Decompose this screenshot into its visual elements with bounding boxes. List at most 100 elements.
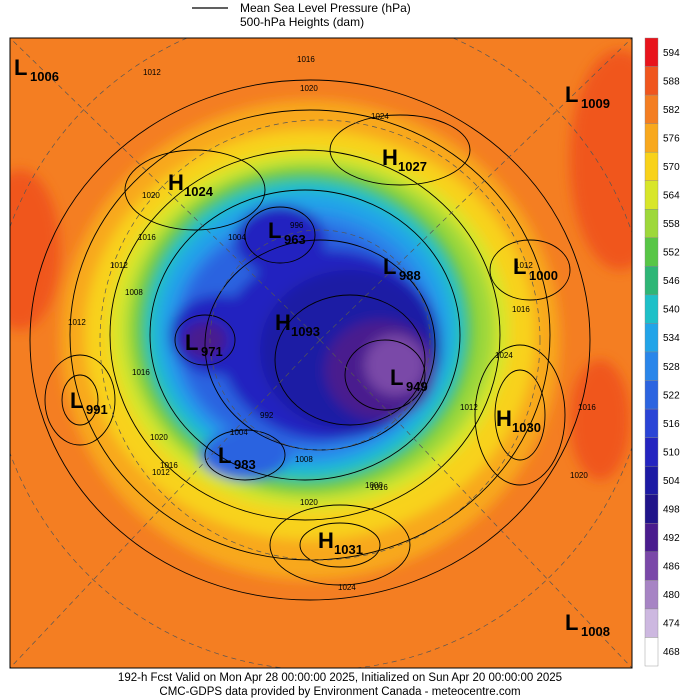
center-letter: H — [275, 310, 291, 335]
center-letter: L — [14, 55, 27, 80]
contour-label: 1012 — [143, 68, 161, 77]
center-letter: L — [390, 365, 403, 390]
center-letter: H — [318, 528, 334, 553]
legend-heights: 500-hPa Heights (dam) — [240, 15, 364, 29]
colorbar-label: 558 — [663, 219, 680, 230]
pressure-contours — [29, 79, 591, 601]
center-letter: L — [513, 254, 526, 279]
colorbar-label: 546 — [663, 276, 680, 287]
latitude-circles — [10, 38, 632, 668]
contour-label: 1020 — [150, 433, 168, 442]
center-letter: L — [218, 443, 231, 468]
contour-label: 1000 — [365, 481, 383, 490]
colorbar-swatch — [644, 209, 659, 239]
contour-label: 1016 — [512, 305, 530, 314]
colorbar-label: 474 — [663, 619, 680, 630]
map-frame — [9, 37, 633, 669]
contour-label: 1016 — [578, 403, 596, 412]
center-letter: H — [382, 145, 398, 170]
contour-label: 1012 — [515, 261, 533, 270]
colorbar-label: 540 — [663, 305, 680, 316]
colorbar-swatch — [644, 523, 659, 553]
colorbar-swatch — [644, 66, 659, 96]
colorbar-swatch — [644, 580, 659, 610]
colorbar-label: 522 — [663, 390, 680, 401]
center-letter: H — [496, 406, 512, 431]
contour-label: 1016 — [370, 483, 388, 492]
contour-label: 1008 — [125, 288, 143, 297]
center-value: 949 — [406, 379, 428, 394]
height-field — [10, 50, 632, 580]
center-value: 988 — [399, 268, 421, 283]
colorbar-swatch — [644, 551, 659, 581]
contour-label: 1004 — [228, 233, 246, 242]
center-value: 991 — [86, 402, 108, 417]
contour-label: 1020 — [142, 191, 160, 200]
colorbar-swatch — [644, 637, 659, 667]
contour-label: 1016 — [160, 461, 178, 470]
center-letter: L — [70, 388, 83, 413]
center-letter: L — [185, 330, 198, 355]
legend-pressure: Mean Sea Level Pressure (hPa) — [240, 1, 411, 15]
colorbar-label: 504 — [663, 476, 680, 487]
contour-label: 1020 — [300, 84, 318, 93]
center-value: 1000 — [529, 268, 558, 283]
colorbar-label: 570 — [663, 162, 680, 173]
colorbar-label: 576 — [663, 133, 680, 144]
colorbar-swatch — [644, 465, 659, 495]
center-value: 1093 — [291, 324, 320, 339]
colorbar: 594 588 582 576 570 564 558 552 546 540 534 528 522 5… — [644, 37, 680, 667]
contour-label: 1020 — [570, 471, 588, 480]
center-letter: L — [383, 254, 396, 279]
center-value: 1008 — [581, 624, 610, 639]
center-value: 1027 — [398, 159, 427, 174]
center-letter: L — [565, 610, 578, 635]
center-letter: L — [565, 82, 578, 107]
contour-label: 1012 — [68, 318, 86, 327]
contour-label: 1016 — [297, 55, 315, 64]
center-value: 963 — [284, 232, 306, 247]
contour-label: 1012 — [152, 468, 170, 477]
colorbar-label: 564 — [663, 191, 680, 202]
contour-label: 1008 — [295, 455, 313, 464]
colorbar-swatch — [644, 351, 659, 381]
colorbar-label: 588 — [663, 76, 680, 87]
colorbar-swatch — [644, 408, 659, 438]
footer-valid-time: 192-h Fcst Valid on Mon Apr 28 00:00:00 … — [118, 672, 562, 684]
contour-label: 1012 — [460, 403, 478, 412]
contour-label: 996 — [290, 221, 304, 230]
colorbar-swatch — [644, 323, 659, 353]
colorbar-label: 582 — [663, 105, 680, 116]
center-value: 1024 — [184, 184, 214, 199]
contour-label: 1012 — [110, 261, 128, 270]
center-value: 1031 — [334, 542, 363, 557]
colorbar-swatch — [644, 266, 659, 296]
colorbar-label: 468 — [663, 647, 680, 658]
colorbar-label: 594 — [663, 48, 680, 59]
contour-label: 1016 — [138, 233, 156, 242]
colorbar-swatch — [644, 123, 659, 153]
colorbar-swatch — [644, 294, 659, 324]
contour-label: 1024 — [338, 583, 356, 592]
contour-label: 1024 — [495, 351, 513, 360]
colorbar-swatch — [644, 437, 659, 467]
center-value: 1006 — [30, 69, 59, 84]
colorbar-swatch — [644, 237, 659, 267]
colorbar-label: 486 — [663, 562, 680, 573]
colorbar-swatch — [644, 37, 659, 67]
center-value: 1030 — [512, 420, 541, 435]
center-value: 983 — [234, 457, 256, 472]
center-letter: L — [268, 218, 281, 243]
contour-label: 992 — [260, 411, 274, 420]
center-value: 1009 — [581, 96, 610, 111]
colorbar-label: 498 — [663, 505, 680, 516]
colorbar-swatch — [644, 151, 659, 181]
colorbar-swatch — [644, 180, 659, 210]
colorbar-swatch — [644, 94, 659, 124]
contour-label: 1020 — [300, 498, 318, 507]
colorbar-label: 552 — [663, 248, 680, 259]
colorbar-swatch — [644, 608, 659, 638]
footer-credit: CMC-GDPS data provided by Environment Ca… — [159, 686, 520, 698]
colorbar-label: 534 — [663, 333, 680, 344]
